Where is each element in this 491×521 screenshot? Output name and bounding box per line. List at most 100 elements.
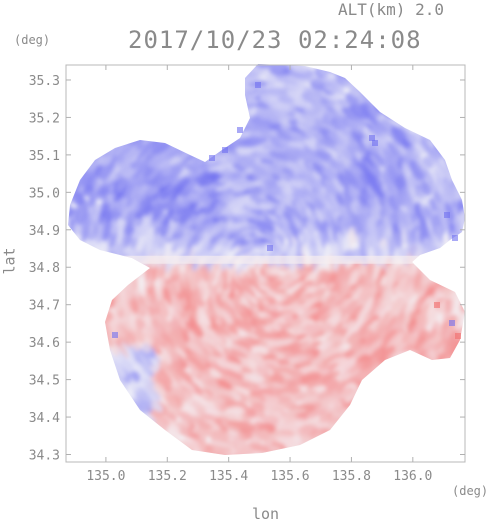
velocity-patch bbox=[111, 64, 135, 78]
velocity-patch bbox=[82, 368, 98, 386]
velocity-patch bbox=[68, 286, 78, 314]
velocity-patch bbox=[208, 98, 233, 110]
y-tick-label: 34.3 bbox=[29, 449, 60, 464]
velocity-patch bbox=[413, 334, 427, 355]
velocity-patch bbox=[426, 113, 443, 132]
velocity-patch bbox=[96, 252, 111, 280]
velocity-patch bbox=[426, 401, 441, 418]
velocity-patch bbox=[410, 116, 425, 131]
velocity-patch bbox=[126, 428, 153, 447]
x-tick-label: 135.8 bbox=[332, 469, 371, 484]
velocity-patch bbox=[452, 150, 465, 178]
velocity-patch bbox=[125, 112, 145, 132]
velocity-patch bbox=[395, 64, 411, 71]
velocity-patch bbox=[74, 426, 92, 444]
y-tick-label: 34.6 bbox=[29, 336, 60, 351]
velocity-patch bbox=[349, 451, 364, 455]
velocity-patch bbox=[454, 126, 465, 152]
velocity-patch bbox=[97, 350, 110, 367]
velocity-patch bbox=[168, 96, 194, 114]
velocity-patch bbox=[109, 98, 129, 118]
velocity-patch bbox=[71, 360, 87, 384]
velocity-patch bbox=[154, 73, 178, 91]
echo-speckle bbox=[237, 127, 243, 133]
velocity-patch bbox=[362, 429, 389, 450]
velocity-patch bbox=[113, 272, 124, 289]
velocity-patch bbox=[159, 96, 181, 112]
velocity-patch bbox=[357, 411, 378, 428]
echo-speckle bbox=[455, 333, 461, 339]
velocity-patch bbox=[133, 85, 157, 105]
velocity-patch bbox=[101, 393, 113, 406]
velocity-patch bbox=[87, 375, 109, 401]
velocity-patch bbox=[191, 126, 211, 142]
velocity-patch bbox=[435, 299, 447, 323]
velocity-patch bbox=[70, 344, 87, 370]
velocity-patch bbox=[92, 276, 105, 299]
velocity-patch bbox=[394, 396, 407, 410]
timestamp-title: 2017/10/23 02:24:08 bbox=[128, 26, 422, 54]
velocity-patch bbox=[437, 251, 445, 277]
x-unit-label: (deg) bbox=[452, 484, 489, 498]
velocity-patch bbox=[129, 70, 142, 82]
velocity-patch bbox=[408, 76, 426, 92]
echo-speckle bbox=[209, 155, 215, 161]
velocity-patch bbox=[386, 446, 401, 455]
velocity-patch bbox=[90, 320, 102, 338]
velocity-patch bbox=[76, 115, 93, 136]
y-tick-label: 34.9 bbox=[29, 224, 60, 239]
velocity-patch bbox=[75, 112, 87, 126]
velocity-patch bbox=[86, 116, 102, 135]
zero-velocity-band bbox=[68, 255, 465, 264]
velocity-patch bbox=[384, 84, 409, 105]
velocity-patch bbox=[458, 374, 465, 402]
x-tick-label: 135.0 bbox=[86, 469, 125, 484]
velocity-patch bbox=[109, 402, 128, 420]
velocity-patch bbox=[403, 90, 419, 106]
y-tick-label: 35.3 bbox=[29, 74, 60, 89]
velocity-patch bbox=[79, 305, 90, 329]
velocity-patch bbox=[79, 282, 92, 305]
velocity-patch bbox=[357, 391, 383, 412]
y-unit-label: (deg) bbox=[14, 33, 51, 47]
velocity-patch bbox=[153, 126, 171, 144]
velocity-patch bbox=[170, 84, 187, 98]
velocity-patch bbox=[345, 425, 368, 443]
velocity-patch bbox=[442, 260, 455, 274]
velocity-patch bbox=[98, 263, 111, 295]
velocity-patch bbox=[453, 376, 465, 397]
velocity-patch bbox=[437, 366, 449, 382]
velocity-patch bbox=[78, 358, 93, 380]
velocity-patch bbox=[341, 435, 366, 452]
velocity-patch bbox=[71, 304, 84, 332]
velocity-patch bbox=[122, 64, 139, 79]
velocity-patch bbox=[163, 126, 185, 144]
velocity-patch bbox=[190, 105, 206, 120]
velocity-patch bbox=[354, 410, 368, 421]
y-tick-label: 34.7 bbox=[29, 299, 60, 314]
velocity-patch bbox=[447, 378, 458, 392]
velocity-patch bbox=[88, 388, 107, 410]
velocity-patch bbox=[436, 414, 449, 427]
velocity-patch bbox=[407, 386, 426, 408]
velocity-patch bbox=[177, 65, 193, 80]
velocity-patch bbox=[81, 333, 94, 354]
velocity-patch bbox=[216, 119, 236, 130]
velocity-patch bbox=[112, 118, 128, 136]
velocity-patch bbox=[244, 460, 266, 467]
velocity-patch bbox=[457, 245, 465, 277]
velocity-patch bbox=[352, 64, 378, 74]
velocity-patch bbox=[192, 88, 213, 103]
velocity-patch bbox=[131, 423, 156, 441]
velocity-patch bbox=[361, 426, 382, 442]
velocity-patch bbox=[189, 79, 217, 96]
velocity-patch bbox=[197, 126, 213, 139]
velocity-patch bbox=[376, 78, 395, 94]
velocity-patch bbox=[149, 444, 174, 455]
velocity-patch bbox=[86, 268, 96, 299]
velocity-patch bbox=[75, 291, 88, 322]
velocity-patch bbox=[70, 245, 81, 272]
velocity-patch bbox=[96, 291, 107, 312]
velocity-patch bbox=[386, 401, 403, 416]
